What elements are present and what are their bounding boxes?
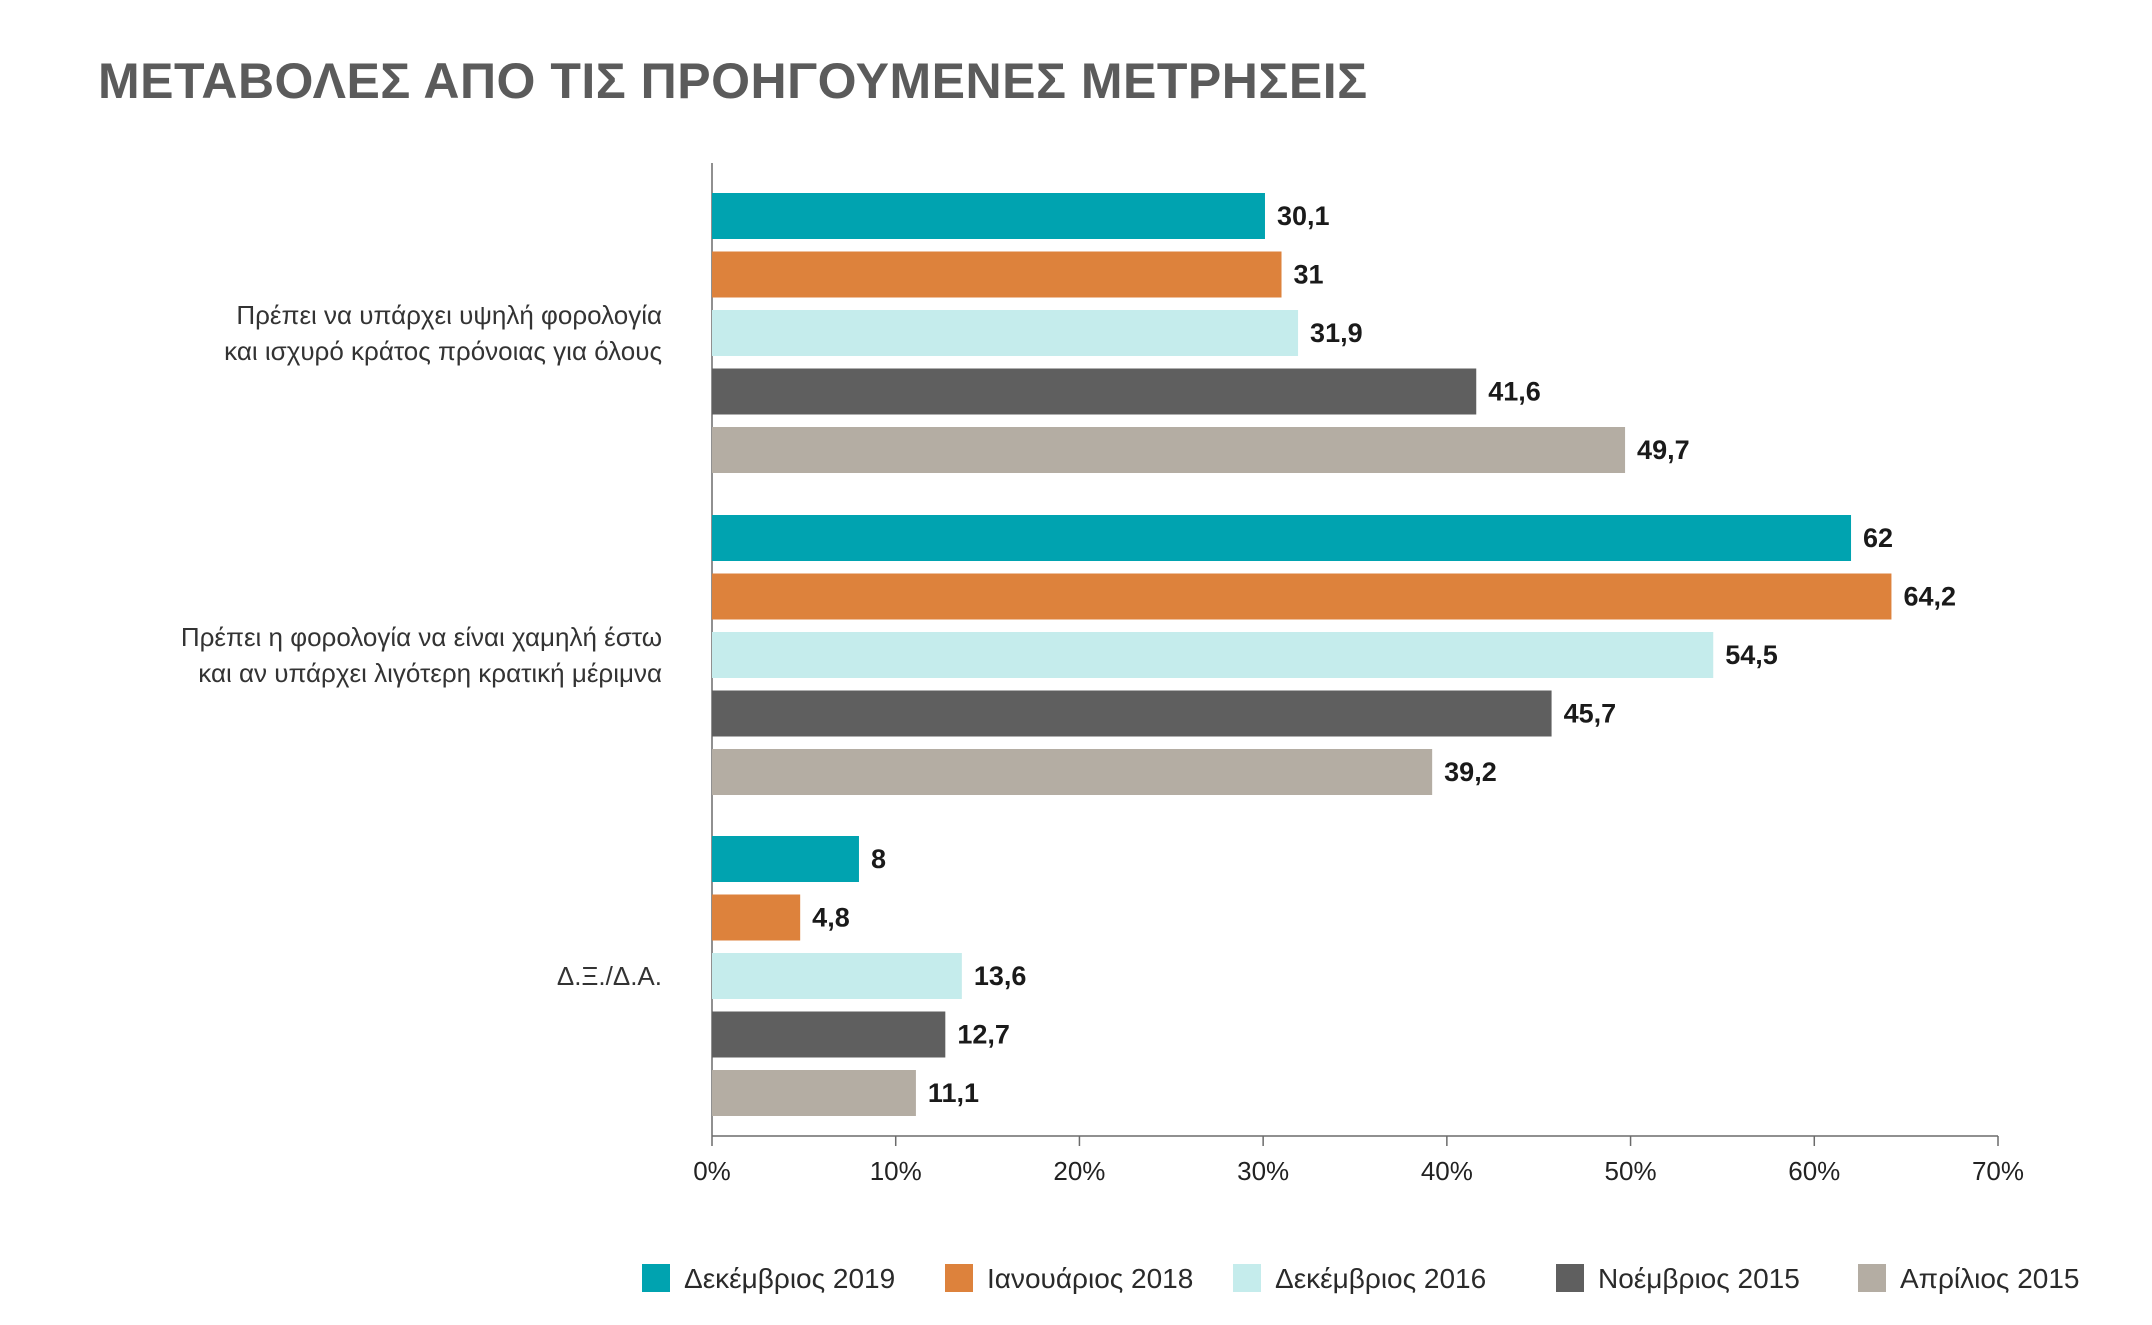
x-tick-label: 0%	[693, 1156, 731, 1186]
legend-swatch	[945, 1264, 973, 1292]
legend-swatch	[1233, 1264, 1261, 1292]
legend-label: Νοέμβριος 2015	[1598, 1263, 1800, 1294]
data-label: 64,2	[1903, 582, 1956, 612]
category-label: και αν υπάρχει λιγότερη κρατική μέριμνα	[198, 658, 662, 688]
legend-label: Δεκέμβριος 2016	[1275, 1263, 1486, 1294]
x-tick-label: 20%	[1053, 1156, 1105, 1186]
bar	[712, 251, 1282, 298]
data-label: 4,8	[812, 903, 850, 933]
bar	[712, 193, 1265, 239]
legend-swatch	[1556, 1264, 1584, 1292]
category-label: Δ.Ξ./Δ.Α.	[557, 961, 662, 991]
bar	[712, 690, 1552, 737]
x-tick-label: 30%	[1237, 1156, 1289, 1186]
data-label: 30,1	[1277, 201, 1330, 231]
category-label: Πρέπει να υπάρχει υψηλή φορολογία	[236, 300, 662, 330]
data-label: 31	[1294, 260, 1324, 290]
data-label: 39,2	[1444, 757, 1497, 787]
bar	[712, 749, 1433, 795]
x-tick-label: 50%	[1605, 1156, 1657, 1186]
x-tick-label: 40%	[1421, 1156, 1473, 1186]
bar	[712, 632, 1714, 678]
legend-item: Απρίλιος 2015	[1858, 1263, 2080, 1294]
category-label: Πρέπει η φορολογία να είναι χαμηλή έστω	[181, 622, 662, 652]
data-label: 12,7	[957, 1020, 1010, 1050]
legend-label: Δεκέμβριος 2019	[684, 1263, 895, 1294]
legend-item: Νοέμβριος 2015	[1556, 1263, 1800, 1294]
legend-swatch	[642, 1264, 670, 1292]
data-label: 8	[871, 844, 886, 874]
category-label: και ισχυρό κράτος πρόνοιας για όλους	[224, 336, 662, 366]
legend-label: Ιανουάριος 2018	[987, 1263, 1193, 1294]
data-label: 54,5	[1725, 640, 1778, 670]
bar	[712, 368, 1477, 415]
legend-label: Απρίλιος 2015	[1900, 1263, 2080, 1294]
x-tick-label: 70%	[1972, 1156, 2024, 1186]
x-tick-label: 10%	[870, 1156, 922, 1186]
bar	[712, 894, 801, 941]
legend-swatch	[1858, 1264, 1886, 1292]
data-label: 11,1	[928, 1078, 979, 1108]
data-label: 13,6	[974, 961, 1027, 991]
bar	[712, 953, 962, 999]
data-label: 45,7	[1564, 699, 1617, 729]
bar	[712, 1070, 916, 1116]
legend-item: Ιανουάριος 2018	[945, 1263, 1193, 1294]
bar	[712, 427, 1626, 473]
bar	[712, 515, 1852, 561]
bar	[712, 573, 1892, 620]
legend-item: Δεκέμβριος 2016	[1233, 1263, 1486, 1294]
chart-title: ΜΕΤΑΒΟΛΕΣ ΑΠΟ ΤΙΣ ΠΡΟΗΓΟΥΜΕΝΕΣ ΜΕΤΡΗΣΕΙΣ	[98, 53, 1368, 109]
data-label: 41,6	[1488, 377, 1541, 407]
legend-item: Δεκέμβριος 2019	[642, 1263, 895, 1294]
data-label: 62	[1863, 523, 1893, 553]
bar	[712, 1011, 946, 1058]
data-label: 49,7	[1637, 435, 1690, 465]
bar	[712, 310, 1299, 356]
data-label: 31,9	[1310, 318, 1363, 348]
bar	[712, 836, 859, 882]
x-tick-label: 60%	[1788, 1156, 1840, 1186]
